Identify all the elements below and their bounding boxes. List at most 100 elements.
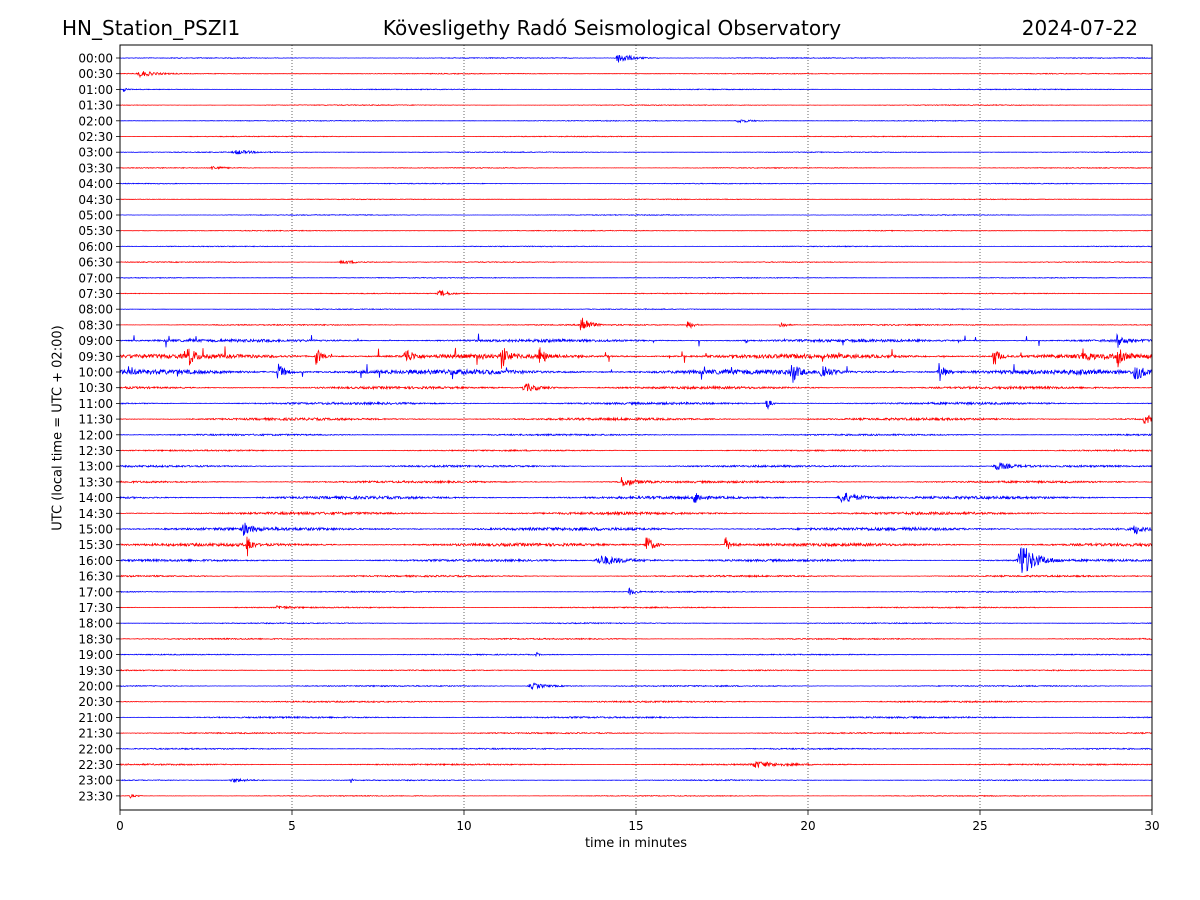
seismogram-trace — [119, 54, 1153, 63]
y-tick-label: 11:30 — [78, 413, 113, 427]
seismogram-trace — [120, 699, 1153, 704]
y-tick-label: 16:00 — [78, 554, 113, 568]
y-axis-label: UTC (local time = UTC + 02:00) — [50, 325, 66, 531]
y-tick-label: 18:30 — [78, 632, 113, 646]
seismogram-trace — [120, 669, 1153, 672]
x-tick-label: 5 — [288, 819, 296, 833]
x-tick-label: 25 — [972, 819, 987, 833]
y-tick-label: 07:00 — [78, 271, 113, 285]
seismogram-trace — [119, 259, 1153, 265]
y-tick-label: 17:30 — [78, 601, 113, 615]
y-tick-label: 05:30 — [78, 224, 113, 238]
x-tick-label: 0 — [116, 819, 124, 833]
seismogram-trace — [120, 317, 1153, 331]
x-tick-label: 15 — [628, 819, 643, 833]
seismogram-trace — [119, 574, 1153, 579]
seismogram-trace — [119, 715, 1153, 720]
y-tick-label: 05:00 — [78, 209, 113, 223]
x-tick-label: 10 — [456, 819, 471, 833]
station-name: HN_Station_PSZI1 — [62, 16, 241, 40]
y-tick-label: 09:30 — [78, 350, 113, 364]
y-tick-label: 06:00 — [78, 240, 113, 254]
y-tick-label: 16:30 — [78, 570, 113, 584]
chart-date: 2024-07-22 — [1021, 16, 1138, 40]
seismogram-trace — [119, 182, 1152, 185]
seismogram-trace — [120, 621, 1153, 625]
y-tick-label: 12:30 — [78, 444, 113, 458]
seismogram-trace — [119, 761, 1153, 769]
seismogram-trace — [119, 213, 1153, 217]
y-tick-label: 01:30 — [78, 99, 113, 113]
seismogram-trace — [119, 651, 1153, 657]
y-tick-label: 15:00 — [78, 523, 113, 537]
y-tick-label: 20:30 — [78, 695, 113, 709]
seismogram-trace — [119, 363, 1153, 383]
seismogram-trace — [119, 400, 1153, 411]
seismogram-trace — [119, 150, 1153, 156]
seismogram-trace — [119, 492, 1153, 504]
seismogram-trace — [120, 546, 1153, 573]
seismogram-trace — [119, 245, 1153, 248]
y-tick-label: 15:30 — [78, 538, 113, 552]
seismogram-trace — [119, 432, 1153, 437]
y-tick-label: 21:00 — [78, 711, 113, 725]
seismogram-trace — [119, 276, 1153, 279]
y-tick-label: 10:30 — [78, 381, 113, 395]
y-tick-label: 02:30 — [78, 130, 113, 144]
seismogram-trace — [119, 346, 1153, 369]
y-tick-label: 21:30 — [78, 727, 113, 741]
y-tick-label: 12:00 — [78, 428, 113, 442]
seismogram-trace — [120, 382, 1152, 392]
x-axis-label: time in minutes — [584, 836, 688, 851]
y-tick-label: 07:30 — [78, 287, 113, 301]
y-tick-label: 17:00 — [78, 585, 113, 599]
y-tick-label: 08:30 — [78, 318, 113, 332]
seismogram-trace — [119, 731, 1153, 735]
seismogram-trace — [120, 793, 1152, 799]
seismogram-trace — [119, 536, 1153, 557]
seismogram-trace — [119, 229, 1153, 232]
seismogram-trace — [119, 71, 1152, 79]
y-tick-label: 18:00 — [78, 617, 113, 631]
seismogram-trace — [119, 103, 1153, 107]
seismogram-trace — [119, 135, 1153, 138]
seismogram-trace — [119, 587, 1152, 596]
y-tick-label: 13:30 — [78, 475, 113, 489]
seismogram-trace — [119, 522, 1153, 536]
seismogram-trace — [119, 198, 1153, 201]
seismogram-trace — [119, 510, 1153, 516]
y-tick-label: 19:00 — [78, 648, 113, 662]
y-tick-label: 03:00 — [78, 146, 113, 160]
y-tick-label: 22:00 — [78, 742, 113, 756]
x-tick-label: 20 — [800, 819, 815, 833]
y-tick-label: 19:30 — [78, 664, 113, 678]
y-tick-label: 03:30 — [78, 161, 113, 175]
y-tick-label: 11:00 — [78, 397, 113, 411]
y-tick-label: 20:00 — [78, 680, 113, 694]
seismogram-trace — [119, 448, 1153, 453]
y-tick-label: 23:00 — [78, 774, 113, 788]
seismogram-trace — [120, 119, 1152, 124]
seismogram-trace — [119, 462, 1153, 471]
seismogram-trace — [119, 777, 1152, 783]
seismogram-trace — [119, 165, 1153, 170]
y-tick-label: 14:30 — [78, 507, 113, 521]
y-tick-label: 02:00 — [78, 114, 113, 128]
y-tick-label: 00:00 — [78, 52, 113, 66]
seismogram-trace — [119, 637, 1153, 641]
seismogram-trace — [119, 414, 1153, 424]
seismogram-trace — [119, 333, 1153, 348]
y-tick-label: 08:00 — [78, 303, 113, 317]
seismogram-trace — [119, 289, 1153, 297]
seismogram-trace — [119, 605, 1152, 610]
y-tick-label: 14:00 — [78, 491, 113, 505]
y-tick-label: 06:30 — [78, 256, 113, 270]
y-tick-label: 23:30 — [78, 789, 113, 803]
chart-title: Kövesligethy Radó Seismological Observat… — [382, 16, 842, 40]
y-tick-label: 10:00 — [78, 366, 113, 380]
seismogram-trace — [119, 87, 1153, 92]
y-tick-label: 22:30 — [78, 758, 113, 772]
y-tick-label: 09:00 — [78, 334, 113, 348]
y-tick-label: 13:00 — [78, 460, 113, 474]
